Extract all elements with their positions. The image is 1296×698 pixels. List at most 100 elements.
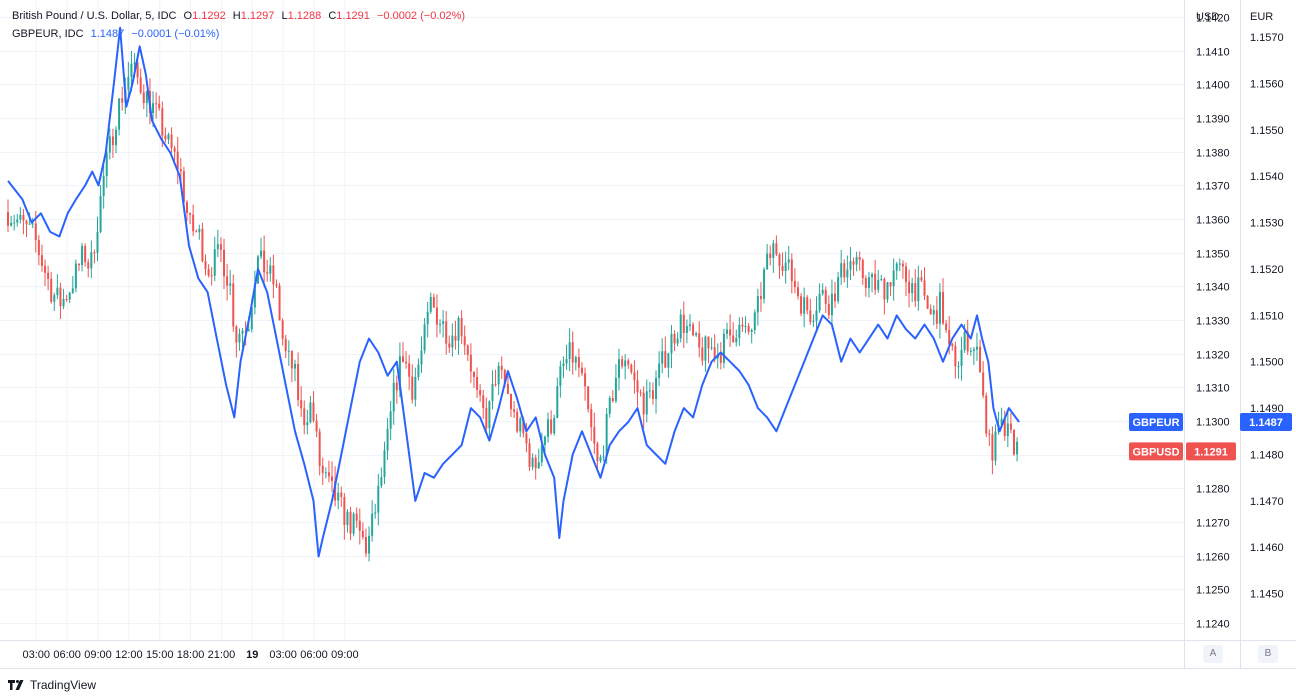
main-change: −0.0002 (−0.02%): [376, 10, 466, 22]
candle-body: [81, 245, 84, 266]
candle-body: [830, 293, 833, 316]
candle-body: [766, 253, 769, 270]
candle-body: [673, 333, 676, 344]
auto-scale-button[interactable]: A: [1203, 645, 1223, 663]
left-axis-tick: 1.1360: [1196, 215, 1230, 227]
candle-body: [550, 419, 553, 434]
candle-body: [651, 390, 654, 399]
candle-body: [608, 398, 611, 414]
candle-body: [167, 134, 170, 140]
left-axis-tick: 1.1380: [1196, 148, 1230, 160]
candle-body: [500, 365, 503, 371]
candle-body: [901, 263, 904, 267]
high-label: H: [232, 10, 241, 22]
candle-body: [358, 520, 361, 531]
compare-legend: GBPEUR, IDC 1.1487 −0.0001 (−0.01%): [12, 28, 223, 40]
candle-body: [497, 365, 500, 385]
right-axis-tick: 1.1500: [1250, 357, 1284, 369]
candle-body: [695, 333, 698, 336]
candle-body: [923, 280, 926, 296]
candle-body: [584, 373, 587, 387]
candle-body: [7, 212, 9, 226]
candle-body: [664, 351, 667, 368]
candle-body: [318, 431, 321, 466]
candle-body: [321, 465, 324, 473]
candle-body: [10, 222, 13, 226]
gbpusd-last-price-bg: [1186, 442, 1236, 461]
grid: [0, 0, 1184, 640]
candle-body: [324, 472, 327, 474]
candle-body: [118, 98, 121, 130]
candle-body: [460, 318, 463, 337]
candle-body: [405, 361, 408, 364]
candle-body: [93, 252, 96, 254]
candle-body: [34, 223, 37, 241]
x-tick-label: 06:00: [300, 649, 328, 661]
right-axis-tick: 1.1560: [1250, 78, 1284, 90]
candle-body: [364, 537, 367, 554]
candle-body: [726, 329, 729, 334]
candle-body: [241, 330, 244, 334]
candle-body: [679, 314, 682, 339]
candle-body: [195, 231, 198, 233]
candle-body: [417, 364, 420, 378]
candle-body: [935, 310, 938, 324]
candle-body: [880, 279, 883, 281]
main-legend: British Pound / U.S. Dollar, 5, IDC O1.1…: [12, 10, 469, 22]
candle-body: [266, 272, 269, 274]
candle-body: [531, 457, 534, 467]
candle-body: [926, 295, 929, 309]
candle-body: [945, 323, 948, 331]
candle-body: [994, 431, 997, 461]
candle-body: [593, 427, 596, 444]
compare-series-title: GBPEUR, IDC: [12, 28, 84, 40]
candle-body: [969, 350, 972, 352]
candle-body: [972, 349, 975, 351]
candle-body: [448, 343, 451, 348]
candle-body: [800, 296, 803, 314]
close-value: 1.1291: [336, 10, 370, 22]
candle-body: [485, 407, 488, 429]
left-axis-tick: 1.1370: [1196, 181, 1230, 193]
candle-body: [633, 372, 636, 381]
candle-body: [729, 329, 732, 336]
candle-body: [158, 103, 161, 109]
candle-body: [655, 378, 658, 399]
candle-body: [898, 263, 901, 265]
close-label: C: [328, 10, 337, 22]
candle-body: [383, 450, 386, 478]
candle-body: [932, 310, 935, 315]
candle-body: [179, 169, 182, 172]
candle-body: [692, 324, 695, 336]
candle-body: [65, 299, 68, 301]
candle-body: [284, 338, 287, 352]
candle-body: [534, 457, 537, 469]
candle-body: [226, 276, 229, 286]
candle-body: [537, 462, 540, 469]
x-tick-label: 12:00: [115, 649, 143, 661]
candle-body: [142, 92, 145, 104]
candle-body: [229, 283, 232, 286]
candle-body: [56, 287, 59, 296]
candle-body: [161, 108, 164, 136]
candle-body: [707, 336, 710, 349]
candle-body: [599, 456, 602, 462]
candle-body: [111, 136, 114, 146]
candle-body: [540, 444, 543, 463]
left-axis-tick: 1.1240: [1196, 619, 1230, 631]
candle-body: [522, 418, 525, 434]
footer: TradingView: [8, 678, 96, 692]
candle-body: [355, 513, 358, 521]
candle-body: [463, 336, 466, 346]
candle-body: [722, 333, 725, 363]
left-axis-tick: 1.1300: [1196, 417, 1230, 429]
candle-body: [812, 321, 815, 323]
secondary-scale-button[interactable]: B: [1258, 645, 1278, 663]
candle-body: [37, 240, 40, 256]
candle-body: [954, 345, 957, 367]
candle-body: [864, 278, 867, 288]
open-label: O: [183, 10, 193, 22]
candle-body: [121, 98, 124, 103]
high-value: 1.1297: [240, 10, 275, 22]
